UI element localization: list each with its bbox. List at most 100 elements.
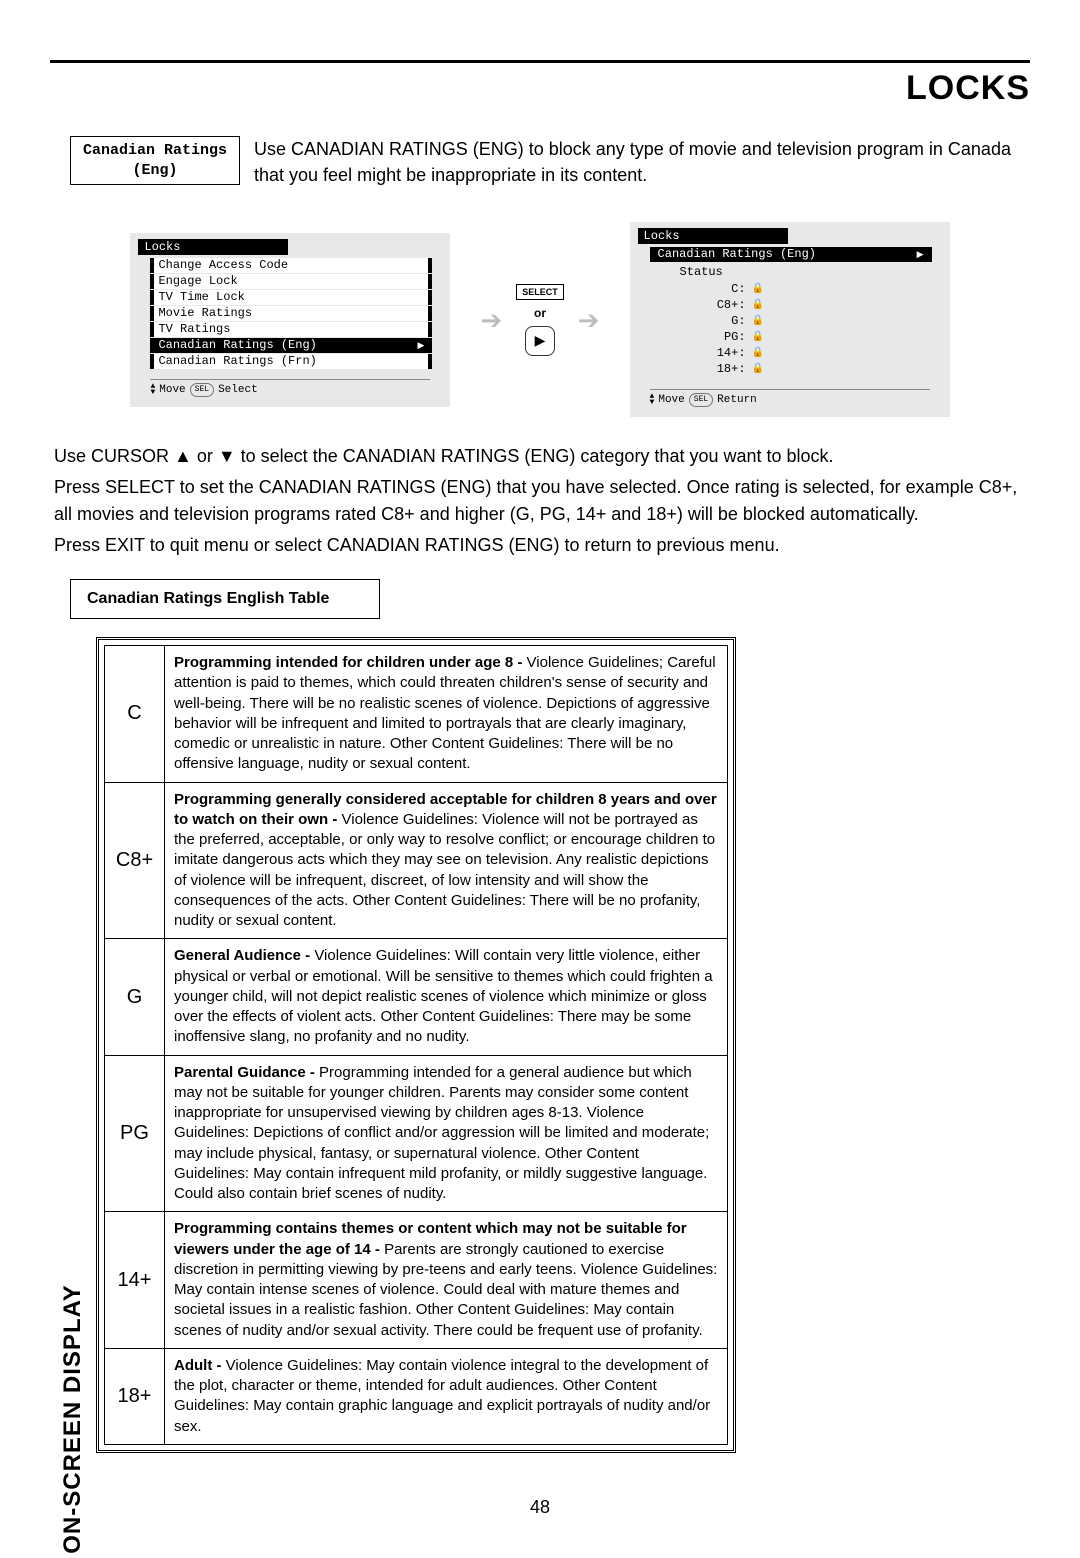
lock-icon (752, 361, 764, 377)
arrow-right-icon: ➔ (480, 307, 502, 333)
osd-left-select: Select (218, 384, 258, 396)
play-button[interactable]: ▶ (525, 326, 555, 356)
osd-left-item-label: TV Ratings (158, 322, 230, 337)
rating-code-cell: PG (105, 1055, 165, 1212)
chevron-right-icon (917, 247, 924, 262)
rating-desc-cell: Adult - Violence Guidelines: May contain… (165, 1348, 728, 1444)
status-line: G: (666, 313, 944, 329)
rating-desc-cell: General Audience - Violence Guidelines: … (165, 939, 728, 1055)
lock-icon (752, 329, 764, 345)
arrow-right-icon-2: ➔ (578, 307, 600, 333)
updown-icon (150, 384, 155, 396)
status-line: C8+: (666, 297, 944, 313)
section-label-box: Canadian Ratings (Eng) (70, 136, 240, 185)
osd-left-item[interactable]: TV Time Lock (150, 290, 432, 305)
table-row: C Programming intended for children under… (105, 646, 728, 783)
osd-left-item[interactable]: TV Ratings (150, 322, 432, 337)
select-button[interactable]: SELECT (516, 284, 564, 300)
status-header: Status (666, 265, 944, 279)
rating-body: Violence Guidelines: Violence will not b… (174, 811, 715, 929)
ratings-area: ON-SCREEN DISPLAY C Programming intended … (50, 637, 1030, 1453)
middle-column: SELECT or ▶ (516, 284, 564, 356)
paragraph-2: Press SELECT to set the CANADIAN RATINGS… (50, 474, 1030, 528)
osd-left-item-label: Canadian Ratings (Frn) (158, 354, 316, 369)
rating-body: Violence Guidelines: May contain violenc… (174, 1357, 710, 1435)
status-line: 14+: (666, 345, 944, 361)
osd-left-title: Locks (138, 239, 288, 255)
osd-menu-left: Locks Change Access CodeEngage LockTV Ti… (130, 233, 450, 407)
updown-icon (650, 394, 655, 406)
label-line1: Canadian Ratings (81, 141, 229, 161)
rating-code-cell: 14+ (105, 1212, 165, 1349)
rating-code-cell: 18+ (105, 1348, 165, 1444)
osd-left-item[interactable]: Canadian Ratings (Frn) (150, 354, 432, 369)
rating-body: Violence Guidelines; Careful attention i… (174, 654, 716, 772)
intro-text: Use CANADIAN RATINGS (ENG) to block any … (254, 136, 1030, 188)
rating-desc-cell: Parental Guidance - Programming intended… (165, 1055, 728, 1212)
osd-left-item[interactable]: Movie Ratings (150, 306, 432, 321)
osd-left-item-label: TV Time Lock (158, 290, 244, 305)
status-line-label: C: (706, 282, 746, 297)
ratings-table-frame: C Programming intended for children under… (96, 637, 736, 1453)
rating-lead: General Audience - (174, 947, 314, 964)
table-row: 14+Programming contains themes or conten… (105, 1212, 728, 1349)
page-number: 48 (50, 1497, 1030, 1518)
side-tab: ON-SCREEN DISPLAY (50, 637, 96, 1453)
osd-left-item-label: Change Access Code (158, 258, 288, 273)
status-line-label: 14+: (706, 346, 746, 361)
page: LOCKS Canadian Ratings (Eng) Use CANADIA… (0, 0, 1080, 1558)
table-row: PGParental Guidance - Programming intend… (105, 1055, 728, 1212)
or-text: or (534, 306, 546, 320)
rating-desc-cell: Programming contains themes or content w… (165, 1212, 728, 1349)
rating-body: Programming intended for a general audie… (174, 1064, 709, 1203)
label-line2: (Eng) (81, 161, 229, 181)
lock-icon (752, 281, 764, 297)
rating-desc-cell: Programming generally considered accepta… (165, 782, 728, 939)
rating-code-cell: C (105, 646, 165, 783)
rating-lead: Adult - (174, 1357, 226, 1374)
status-line-label: PG: (706, 330, 746, 345)
rating-desc-cell: Programming intended for children under … (165, 646, 728, 783)
osd-right-title: Locks (638, 228, 788, 244)
sel-icon: SEL (190, 383, 214, 397)
osd-menu-right: Locks Canadian Ratings (Eng) Status C:C8… (630, 222, 950, 417)
table-row: C8+Programming generally considered acce… (105, 782, 728, 939)
paragraph-1: Use CURSOR ▲ or ▼ to select the CANADIAN… (50, 443, 1030, 470)
status-line-label: 18+: (706, 362, 746, 377)
osd-left-footer: Move SEL Select (150, 379, 430, 397)
table-row: GGeneral Audience - Violence Guidelines:… (105, 939, 728, 1055)
status-line-label: G: (706, 314, 746, 329)
sel-icon: SEL (689, 393, 713, 407)
lock-icon (752, 313, 764, 329)
status-block: Status C:C8+:G:PG:14+:18+: (636, 263, 944, 379)
page-title: LOCKS (50, 69, 1030, 108)
status-line: 18+: (666, 361, 944, 377)
rating-lead: Parental Guidance - (174, 1064, 319, 1081)
ratings-table: C Programming intended for children under… (104, 645, 728, 1445)
osd-left-item[interactable]: Canadian Ratings (Eng) (150, 338, 432, 353)
play-icon: ▶ (535, 332, 546, 349)
osd-right-footer: Move SEL Return (650, 389, 930, 407)
lock-icon (752, 297, 764, 313)
table-row: 18+Adult - Violence Guidelines: May cont… (105, 1348, 728, 1444)
table-caption: Canadian Ratings English Table (70, 579, 380, 619)
osd-right-move: Move (658, 394, 684, 406)
osd-left-item[interactable]: Engage Lock (150, 274, 432, 289)
rating-lead: Programming intended for children under … (174, 654, 527, 671)
osd-right-return: Return (717, 394, 757, 406)
osd-left-item[interactable]: Change Access Code (150, 258, 432, 273)
menus-row: Locks Change Access CodeEngage LockTV Ti… (50, 222, 1030, 417)
rating-code-cell: C8+ (105, 782, 165, 939)
rating-code-cell: G (105, 939, 165, 1055)
osd-left-move: Move (159, 384, 185, 396)
status-line: PG: (666, 329, 944, 345)
middle-group: ➔ SELECT or ▶ ➔ (480, 284, 599, 356)
status-line-label: C8+: (706, 298, 746, 313)
osd-right-subtitle[interactable]: Canadian Ratings (Eng) (650, 247, 932, 262)
chevron-right-icon (418, 338, 425, 353)
intro-row: Canadian Ratings (Eng) Use CANADIAN RATI… (50, 136, 1030, 188)
paragraph-3: Press EXIT to quit menu or select CANADI… (50, 532, 1030, 559)
osd-left-item-label: Engage Lock (158, 274, 237, 289)
side-tab-label: ON-SCREEN DISPLAY (59, 1284, 87, 1554)
top-rule (50, 60, 1030, 63)
